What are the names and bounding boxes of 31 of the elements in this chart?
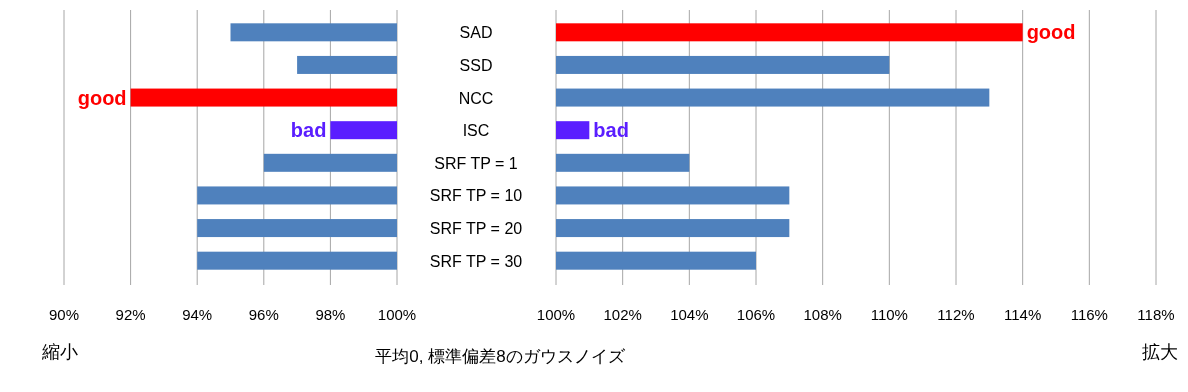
- x-axis-title: 拡大: [1142, 342, 1178, 362]
- x-tick-label: 112%: [937, 306, 975, 323]
- x-tick-label: 106%: [736, 306, 776, 323]
- y-tick-label: ISC: [462, 122, 490, 140]
- x-tick-label: 90%: [48, 306, 80, 323]
- x-axis-title: 縮小: [41, 342, 78, 362]
- annotation: good: [77, 86, 127, 109]
- y-tick-label: SRF TP = 10: [429, 187, 523, 205]
- x-tick-label: 118%: [1137, 306, 1175, 323]
- y-tick-label: SSD: [459, 56, 493, 74]
- y-tick-label: SRF TP = 30: [429, 252, 523, 270]
- x-tick-label: 96%: [248, 306, 279, 323]
- x-tick-label: 100%: [377, 306, 417, 323]
- annotation: bad: [290, 119, 327, 142]
- x-tick-label: 100%: [536, 306, 576, 323]
- y-tick-label: SAD: [459, 24, 493, 42]
- y-tick-label: SRF TP = 1: [434, 154, 518, 172]
- y-tick-label: SRF TP = 20: [429, 220, 523, 238]
- x-tick-label: 114%: [1004, 306, 1042, 323]
- y-tick-label: NCC: [458, 89, 494, 107]
- x-tick-label: 116%: [1070, 306, 1108, 323]
- x-tick-label: 98%: [315, 306, 346, 323]
- x-tick-label: 94%: [182, 306, 213, 323]
- annotation: good: [1026, 21, 1076, 44]
- x-tick-label: 104%: [670, 306, 709, 323]
- x-tick-label: 92%: [115, 306, 146, 323]
- x-tick-label: 108%: [803, 306, 842, 323]
- x-tick-label: 110%: [870, 306, 908, 323]
- text: 平均0, 標準偏差8のガウスノイズ: [375, 347, 626, 366]
- annotation: bad: [593, 119, 629, 142]
- x-tick-label: 102%: [603, 306, 642, 323]
